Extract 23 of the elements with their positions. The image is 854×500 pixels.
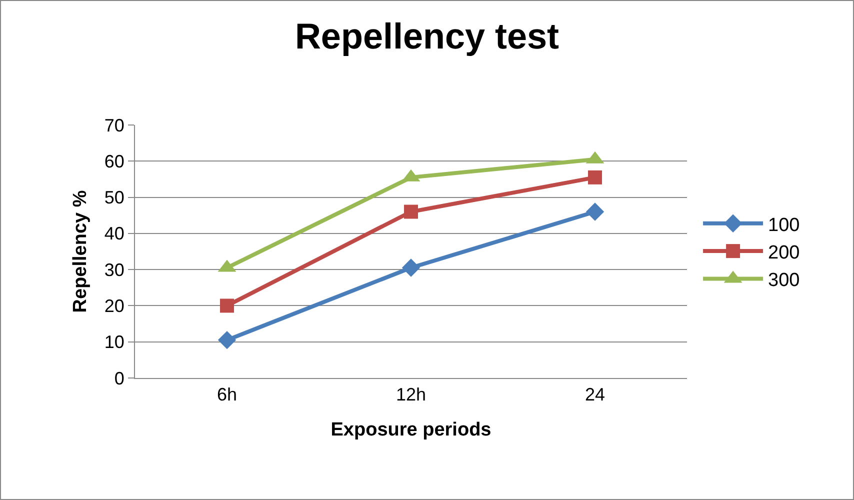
x-tick-label: 12h: [396, 384, 426, 405]
point: [588, 170, 602, 184]
y-tick-label: 50: [104, 188, 124, 208]
x-axis-title: Exposure periods: [330, 419, 492, 440]
legend-label: 200: [768, 242, 800, 264]
legend-label: 100: [768, 214, 800, 236]
y-tick-label: 60: [104, 151, 124, 172]
point: [220, 298, 234, 313]
y-tick-label: 20: [104, 296, 124, 316]
point: [404, 204, 418, 219]
x-tick-label: 6h: [216, 384, 238, 405]
x-tick-label: 24: [584, 384, 606, 405]
y-tick-label: 0: [114, 368, 124, 388]
point: [586, 202, 604, 221]
y-axis-title: Repellency %: [70, 190, 92, 313]
chart-title: Repellency test: [294, 15, 560, 56]
point: [218, 330, 236, 350]
y-tick-label: 10: [104, 332, 124, 352]
y-tick-label: 40: [104, 224, 124, 244]
legend-label: 300: [768, 270, 800, 292]
point: [402, 258, 420, 277]
y-tick-label: 70: [104, 115, 124, 136]
y-tick-label: 30: [104, 260, 124, 280]
